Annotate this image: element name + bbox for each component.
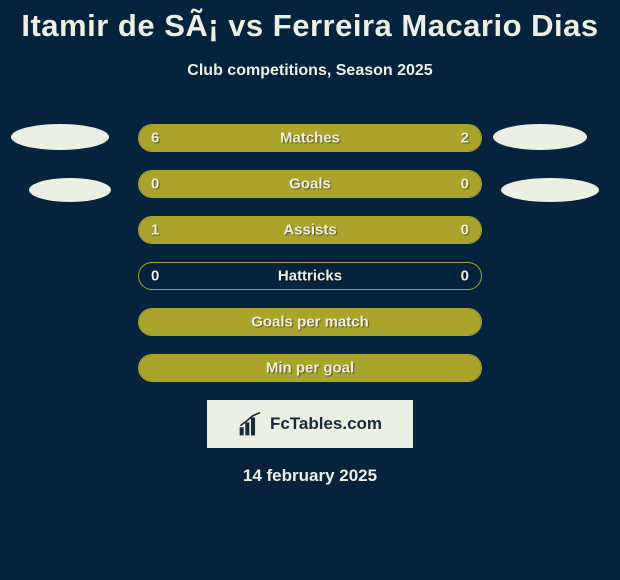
- chart-icon: [238, 411, 264, 437]
- bar-left: [139, 217, 402, 243]
- player-photo-placeholder: [501, 178, 599, 202]
- comparison-chart: Matches62 Goals00 Assists10 Hattricks0 0 Goal…: [0, 124, 620, 486]
- bar-left: [139, 309, 481, 335]
- stat-row: Goals00: [138, 170, 482, 198]
- bar-left: [139, 355, 481, 381]
- bar-right: [402, 217, 481, 243]
- stat-row: Hattricks0 0: [138, 262, 482, 290]
- stat-row: Min per goal: [138, 354, 482, 382]
- stat-value-left: 0: [151, 268, 159, 285]
- bar-right: [385, 125, 481, 151]
- player-photo-placeholder: [493, 124, 587, 150]
- fctables-logo: FcTables.com: [207, 400, 413, 448]
- page-title: Itamir de SÃ¡ vs Ferreira Macario Dias: [0, 0, 620, 44]
- stat-value-right: 0: [461, 268, 469, 285]
- stat-row: Goals per match: [138, 308, 482, 336]
- stat-label: Hattricks: [139, 268, 481, 285]
- logo-text: FcTables.com: [270, 414, 382, 434]
- bar-left: [139, 125, 385, 151]
- stat-row: Matches62: [138, 124, 482, 152]
- bar-left: [139, 171, 481, 197]
- report-date: 14 february 2025: [0, 466, 620, 486]
- player-photo-placeholder: [29, 178, 111, 202]
- player-photo-placeholder: [11, 124, 109, 150]
- stat-row: Assists10: [138, 216, 482, 244]
- page-subtitle: Club competitions, Season 2025: [0, 62, 620, 80]
